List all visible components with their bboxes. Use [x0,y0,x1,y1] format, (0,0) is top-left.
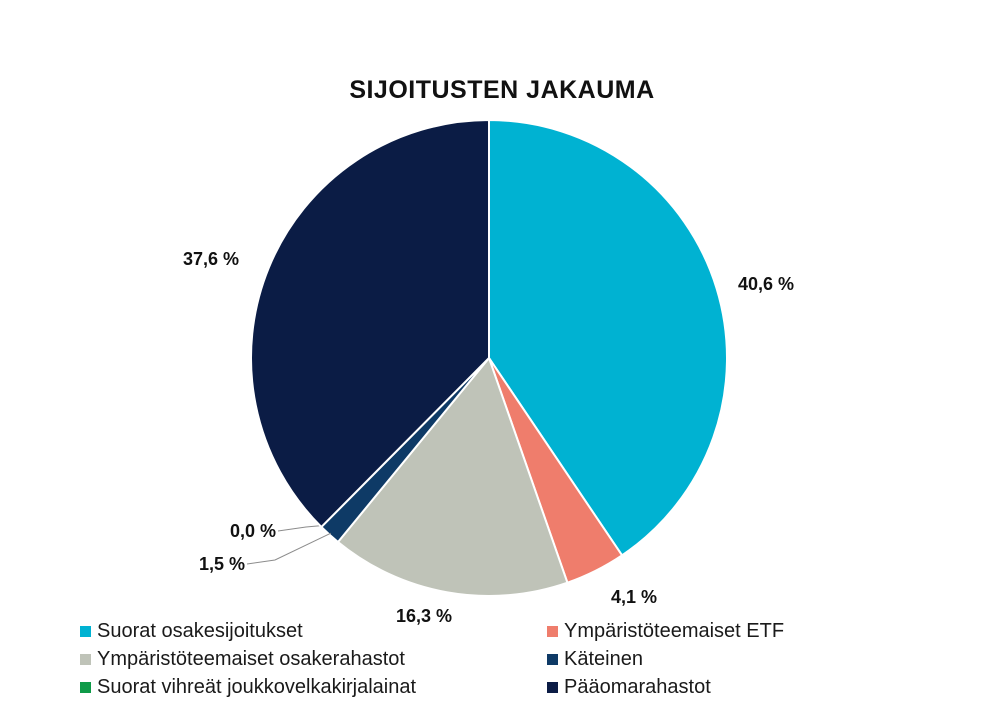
pie-slice-3 [336,355,569,597]
data-label-5: 0,0 % [230,521,276,541]
data-label-2: 4,1 % [611,587,657,607]
leader-line-5 [277,525,323,532]
pie-slice-1 [488,118,728,557]
data-label-3: 16,3 % [396,606,452,626]
data-label-4: 1,5 % [199,554,245,574]
data-label-6: 37,6 % [183,249,239,269]
pie-slice-6 [250,118,490,529]
leader-line-4 [246,532,332,565]
data-label-1: 40,6 % [738,274,794,294]
chart-title: SIJOITUSTEN JAKAUMA [349,76,655,104]
